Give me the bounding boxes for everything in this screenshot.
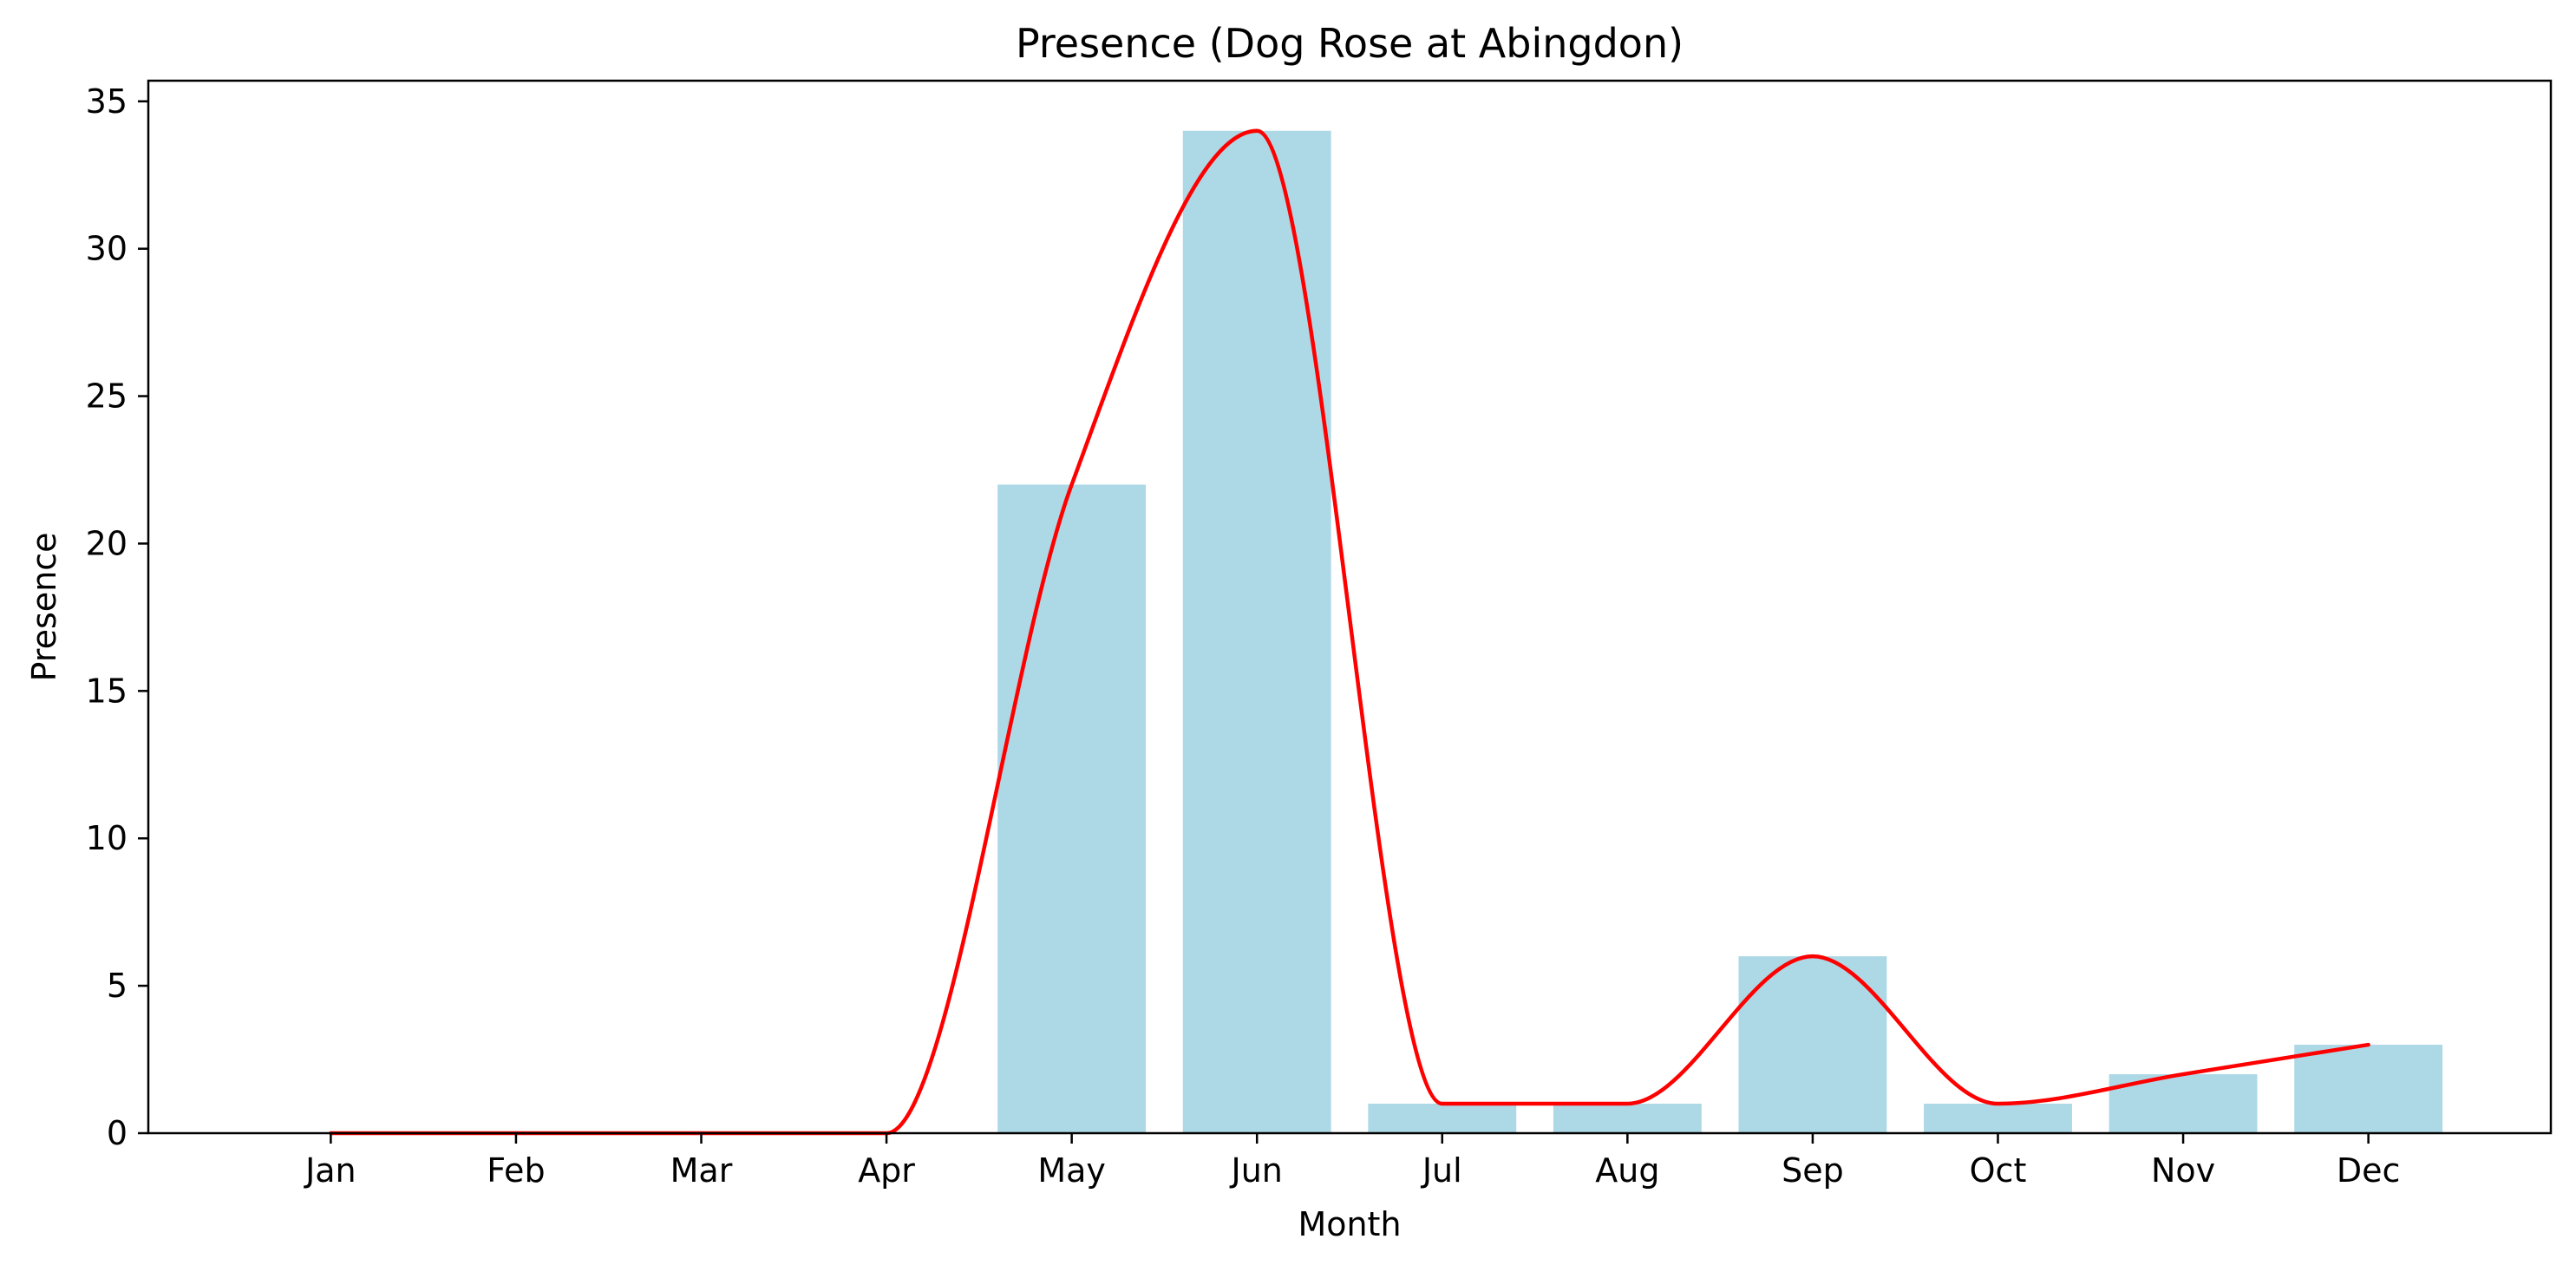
bar-aug [1553, 1104, 1702, 1133]
y-tick-label-30: 30 [86, 230, 127, 268]
x-tick-label-oct: Oct [1970, 1151, 2027, 1190]
bar-may [997, 484, 1147, 1133]
bar-jul [1368, 1104, 1517, 1133]
y-tick-label-25: 25 [86, 377, 127, 416]
x-tick-label-mar: Mar [670, 1151, 733, 1190]
y-tick-label-10: 10 [86, 819, 127, 857]
y-axis-ticks: 0 5 10 15 20 25 30 35 [86, 82, 148, 1152]
x-axis-title: Month [1298, 1205, 1401, 1243]
bar-jun [1182, 130, 1331, 1133]
bar-dec [2294, 1045, 2443, 1133]
x-tick-label-may: May [1037, 1151, 1106, 1190]
x-tick-label-jun: Jun [1230, 1151, 1283, 1190]
x-tick-label-sep: Sep [1782, 1151, 1844, 1190]
y-tick-label-5: 5 [107, 967, 127, 1005]
plot-frame [147, 79, 2553, 1135]
chart-title: Presence (Dog Rose at Abingdon) [1016, 20, 1684, 67]
x-tick-label-aug: Aug [1595, 1151, 1659, 1190]
x-tick-label-dec: Dec [2337, 1151, 2401, 1190]
bars-layer [997, 130, 2443, 1133]
x-tick-label-jul: Jul [1421, 1151, 1462, 1190]
x-tick-label-nov: Nov [2151, 1151, 2215, 1190]
x-tick-label-jan: Jan [304, 1151, 356, 1190]
y-tick-label-15: 15 [86, 672, 127, 710]
bar-oct [1924, 1104, 2072, 1133]
y-tick-label-35: 35 [86, 82, 127, 121]
y-tick-label-0: 0 [107, 1114, 127, 1152]
x-tick-label-feb: Feb [487, 1151, 545, 1190]
x-axis-ticks: Jan Feb Mar Apr May Jun Jul Aug Sep Oct Nov Dec [304, 1133, 2400, 1190]
x-tick-label-apr: Apr [858, 1151, 915, 1190]
y-axis-title: Presence [25, 533, 63, 682]
y-tick-label-20: 20 [86, 524, 127, 562]
bar-sep [1738, 956, 1887, 1133]
